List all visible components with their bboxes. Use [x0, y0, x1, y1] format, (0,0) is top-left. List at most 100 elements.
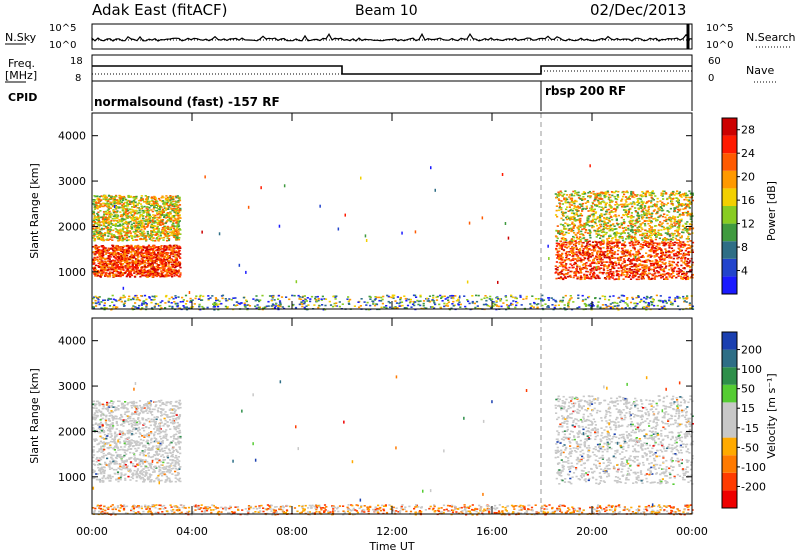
- scatter-cell: [627, 196, 630, 199]
- scatter-cell: [108, 275, 112, 278]
- scatter-cell: [666, 202, 670, 204]
- scatter-cell: [624, 229, 628, 231]
- scatter-cell: [170, 268, 173, 270]
- scatter-cell: [585, 222, 588, 224]
- scatter-cell: [621, 198, 624, 201]
- scatter-cell: [594, 277, 597, 280]
- scatter-cell: [680, 205, 683, 207]
- scatter-cell: [151, 252, 154, 255]
- scatter-cell: [647, 245, 650, 247]
- scatter-cell: [95, 216, 99, 218]
- scatter-cell: [179, 257, 182, 259]
- scatter-cell: [691, 261, 694, 264]
- scatter-cell: [680, 214, 683, 216]
- scatter-cell: [677, 202, 680, 205]
- scatter-cell: [586, 248, 589, 250]
- scatter-cell: [637, 200, 640, 202]
- scatter-cell: [666, 214, 669, 216]
- scatter-cell: [117, 203, 120, 205]
- scatter-cell: [109, 256, 112, 258]
- scatter-cell: [171, 195, 175, 198]
- scatter-cell: [167, 228, 170, 230]
- scatter-cell: [637, 229, 640, 231]
- scatter-cell: [632, 246, 635, 249]
- scatter-cell: [616, 198, 619, 201]
- scatter-cell: [109, 271, 112, 274]
- scatter-cell: [681, 273, 684, 275]
- scatter-cell: [154, 197, 157, 199]
- scatter-cell: [605, 227, 608, 229]
- scatter-cell: [172, 250, 175, 252]
- nave-trace: [92, 70, 692, 75]
- scatter-cell: [127, 252, 130, 255]
- scatter-cell: [683, 243, 686, 245]
- scatter-cell: [673, 222, 676, 224]
- scatter-cell: [586, 243, 589, 245]
- scatter-cell: [586, 201, 589, 203]
- scatter-cell: [158, 222, 161, 224]
- scatter-cell: [171, 251, 175, 254]
- scatter-cell: [612, 208, 615, 210]
- scatter-cell: [648, 230, 652, 232]
- scatter-cell: [163, 201, 166, 204]
- scatter-cell: [98, 230, 101, 233]
- scatter-cell: [612, 256, 615, 259]
- scatter-cell: [109, 251, 112, 254]
- scatter-cell: [654, 234, 657, 236]
- scatter-cell: [165, 197, 168, 200]
- scatter-cell: [590, 269, 593, 272]
- scatter-cell: [161, 220, 164, 223]
- scatter-cell: [128, 267, 131, 270]
- scatter-cell: [680, 277, 683, 280]
- scatter-cell: [653, 255, 656, 257]
- scatter-cell: [100, 237, 103, 239]
- scatter-cell: [116, 270, 119, 273]
- scatter-cell: [158, 274, 161, 276]
- scatter-cell: [570, 227, 573, 230]
- scatter-cell: [580, 261, 583, 263]
- scatter-cell: [97, 238, 100, 240]
- scatter-cell: [658, 274, 661, 277]
- scatter-cell: [152, 267, 155, 269]
- scatter-cell: [145, 209, 149, 212]
- scatter-cell: [95, 202, 98, 204]
- scatter-cell: [648, 244, 651, 246]
- scatter-cell: [177, 219, 180, 221]
- scatter-cell: [601, 220, 604, 223]
- scatter-cell: [566, 242, 569, 244]
- scatter-cell: [664, 248, 667, 250]
- scatter-cell: [640, 214, 643, 216]
- scatter-cell: [92, 213, 96, 215]
- scatter-cell: [592, 276, 595, 279]
- scatter-cell: [178, 246, 182, 248]
- scatter-cell: [568, 251, 571, 253]
- scatter-cell: [583, 273, 586, 276]
- scatter-cell: [651, 191, 654, 193]
- scatter-cell: [573, 247, 576, 249]
- scatter-cell: [633, 196, 636, 199]
- scatter-cell: [611, 241, 615, 244]
- scatter-cell: [152, 246, 155, 248]
- scatter-cell: [155, 216, 159, 219]
- scatter-cell: [572, 276, 575, 279]
- scatter-cell: [608, 240, 611, 243]
- scatter-cell: [668, 268, 671, 271]
- scatter-cell: [681, 257, 684, 260]
- scatter-cell: [174, 232, 177, 235]
- scatter-cell: [580, 233, 583, 235]
- scatter-cell: [104, 194, 107, 197]
- scatter-cell: [166, 255, 170, 257]
- scatter-cell: [562, 278, 565, 281]
- scatter-cell: [136, 239, 139, 241]
- scatter-cell: [141, 259, 145, 262]
- scatter-cell: [647, 216, 651, 219]
- scatter-cell: [112, 252, 115, 254]
- scatter-cell: [168, 260, 171, 263]
- scatter-cell: [99, 210, 102, 212]
- scatter-cell: [639, 245, 642, 248]
- scatter-cell: [163, 250, 166, 252]
- scatter-cell: [652, 277, 655, 280]
- scatter-cell: [179, 229, 182, 231]
- scatter-cell: [117, 221, 120, 224]
- scatter-cell: [120, 224, 124, 227]
